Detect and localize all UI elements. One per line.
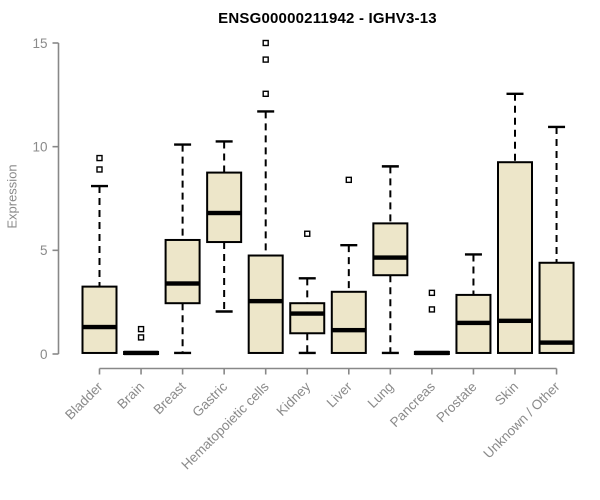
iqr-box — [247, 254, 284, 354]
boxplot-pancreas — [413, 289, 450, 356]
x-category-label: Prostate — [433, 379, 479, 425]
x-category-label: Bladder — [62, 379, 106, 423]
iqr-box — [289, 302, 326, 335]
y-tick-label: 15 — [32, 36, 47, 51]
iqr-box — [81, 285, 118, 354]
boxplot-bladder — [81, 154, 118, 354]
outlier-point — [262, 39, 269, 47]
median-line — [207, 210, 242, 216]
x-category-label: Breast — [151, 379, 189, 417]
outlier-point — [137, 325, 145, 333]
median-line — [124, 350, 159, 356]
boxplot-lung — [372, 165, 409, 355]
x-category-label: Pancreas — [387, 379, 438, 430]
x-category-label: Kidney — [274, 379, 314, 419]
outlier-point — [96, 166, 103, 173]
median-line — [498, 318, 532, 324]
boxplot-prostate — [455, 253, 492, 354]
iqr-box — [372, 222, 409, 277]
outlier-point — [262, 56, 269, 63]
median-line — [331, 327, 366, 333]
x-category-label: Liver — [324, 379, 356, 411]
median-line — [248, 298, 283, 304]
x-category-label: Brain — [114, 379, 147, 412]
median-line — [165, 281, 200, 286]
boxplot-brain — [123, 325, 160, 356]
x-category-label: Lung — [365, 379, 397, 411]
median-line — [456, 320, 491, 326]
iqr-box — [497, 161, 533, 354]
boxplot-skin — [497, 92, 533, 354]
median-line — [82, 324, 117, 330]
boxplot-unknown-other — [538, 125, 575, 354]
outlier-point — [262, 90, 269, 97]
boxplot-gastric — [206, 140, 243, 313]
outlier-point — [304, 230, 311, 237]
median-line — [373, 255, 408, 260]
outlier-point — [428, 289, 436, 297]
iqr-box — [206, 171, 243, 244]
outlier-point — [137, 334, 145, 341]
boxplot-kidney — [289, 230, 326, 355]
y-tick-label: 0 — [40, 347, 48, 362]
median-line — [539, 340, 574, 345]
median-line — [414, 350, 449, 356]
chart-title: ENSG00000211942 - IGHV3-13 — [218, 10, 437, 27]
x-category-label: Unknown / Other — [480, 379, 563, 462]
boxplot-liver — [330, 176, 367, 354]
iqr-box — [164, 238, 201, 305]
boxplot-hematopoietic-cells — [247, 39, 284, 354]
iqr-box — [538, 261, 575, 354]
x-category-label: Skin — [492, 379, 521, 408]
iqr-box — [330, 290, 367, 354]
outlier-point — [96, 154, 103, 162]
outlier-point — [345, 176, 352, 184]
outlier-point — [428, 306, 436, 313]
boxplot-breast — [164, 143, 201, 355]
median-line — [290, 311, 325, 316]
x-category-label: Gastric — [189, 379, 230, 420]
y-tick-label: 10 — [32, 139, 47, 154]
y-tick-label: 5 — [40, 243, 48, 258]
